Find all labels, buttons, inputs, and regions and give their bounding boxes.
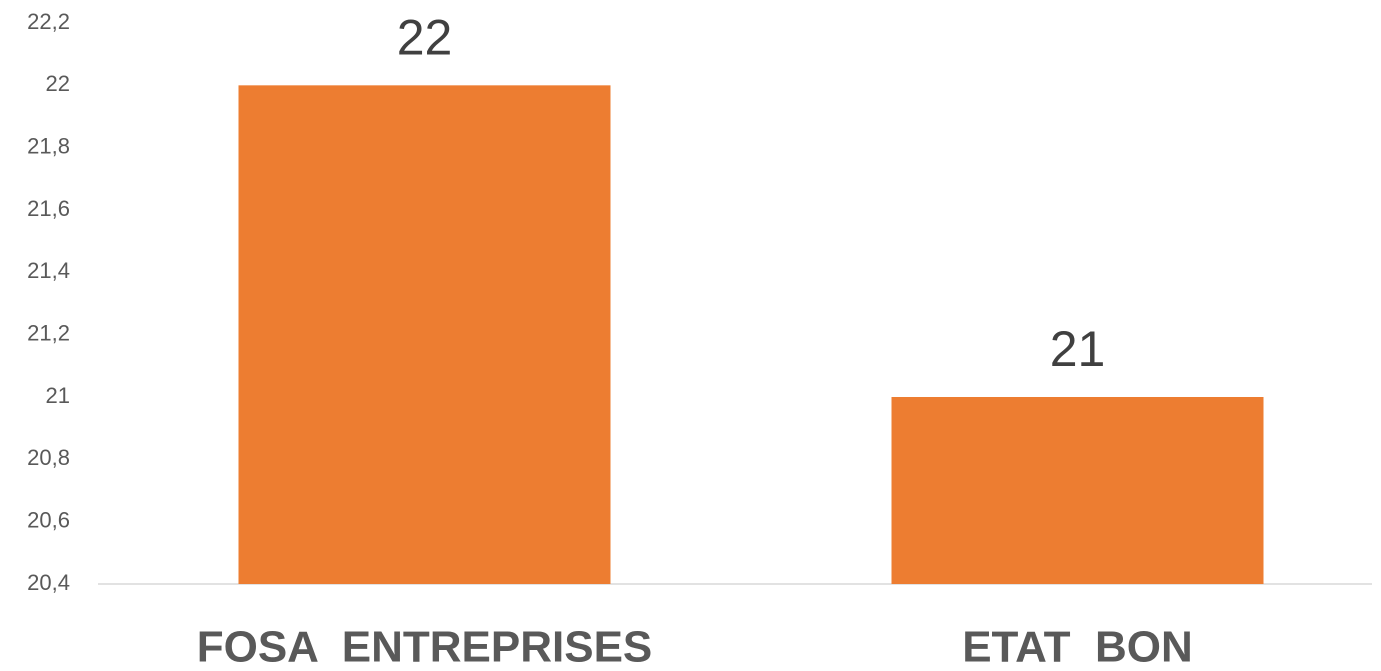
bar: [238, 85, 611, 584]
y-tick-label: 21,2: [27, 320, 70, 345]
y-tick-label: 21: [46, 383, 70, 408]
y-tick-label: 22,2: [27, 9, 70, 34]
bar: [891, 397, 1264, 584]
y-tick-label: 21,4: [27, 258, 70, 283]
y-tick-label: 20,8: [27, 445, 70, 470]
y-tick-label: 20,4: [27, 570, 70, 595]
x-tick-label: ETAT BON: [962, 623, 1193, 671]
y-tick-label: 21,8: [27, 133, 70, 158]
y-tick-label: 21,6: [27, 196, 70, 221]
data-label: 22: [397, 10, 453, 66]
y-tick-label: 22: [46, 71, 70, 96]
x-tick-label: FOSA ENTREPRISES: [197, 623, 653, 671]
data-label: 21: [1050, 321, 1106, 377]
y-tick-label: 20,6: [27, 507, 70, 532]
